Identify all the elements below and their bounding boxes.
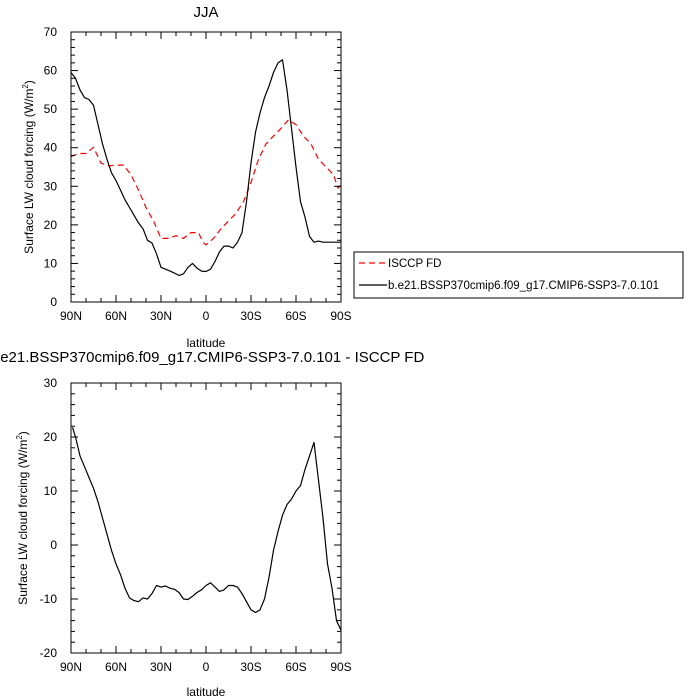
top-y-tick-label-6: 60 — [44, 64, 58, 78]
top-plot-frame — [70, 31, 342, 303]
top-x-tick-label-0: 90N — [60, 309, 82, 323]
bottom-x-tick-label-6: 90S — [330, 660, 351, 674]
top-x-tick-label-3: 0 — [203, 309, 210, 323]
top-series-layer — [70, 59, 342, 276]
bottom-x-tick-label-4: 30S — [240, 660, 261, 674]
top-y-tick-label-3: 30 — [44, 179, 58, 193]
bottom-panel-title: b.e21.BSSP370cmip6.f09_g17.CMIP6-SSP3-7.… — [0, 349, 424, 366]
legend: ISCCP FD b.e21.BSSP370cmip6.f09_g17.CMIP… — [353, 251, 684, 299]
bottom-y-axis-label-close: ) — [16, 431, 30, 435]
bottom-x-tick-label-2: 30N — [150, 660, 172, 674]
bottom-ticks-layer: 90N 60N 30N 0 30S 60S 90S -20 -10 0 10 20 30 — [40, 376, 352, 674]
top-y-axis-label-main: Surface LW cloud forcing (W/m — [22, 89, 36, 254]
top-y-tick-label-5: 50 — [44, 102, 58, 116]
legend-box — [353, 251, 684, 299]
top-x-tick-label-4: 30S — [240, 309, 261, 323]
top-y-axis-label-sup: 2 — [21, 84, 30, 89]
top-y-axis-label: Surface LW cloud forcing (W/m2) — [21, 80, 36, 254]
bottom-panel: b.e21.BSSP370cmip6.f09_g17.CMIP6-SSP3-7.… — [0, 349, 424, 699]
top-x-tick-label-5: 60S — [285, 309, 306, 323]
top-x-tick-label-2: 30N — [150, 309, 172, 323]
legend-label-model: b.e21.BSSP370cmip6.f09_g17.CMIP6-SSP3-7.… — [388, 280, 659, 292]
top-y-tick-label-2: 20 — [44, 218, 58, 232]
top-y-tick-label-7: 70 — [44, 25, 58, 39]
bottom-x-tick-label-1: 60N — [105, 660, 127, 674]
bottom-plot-frame — [70, 382, 342, 654]
top-y-tick-label-1: 10 — [44, 256, 58, 270]
top-panel-title: JJA — [193, 4, 218, 21]
legend-label-isccp: ISCCP FD — [388, 258, 441, 270]
top-x-tick-label-6: 90S — [330, 309, 351, 323]
bottom-series-layer — [71, 427, 342, 631]
bottom-y-axis-label-sup: 2 — [15, 435, 24, 440]
top-y-tick-label-0: 0 — [50, 295, 57, 309]
top-y-axis-label-close: ) — [22, 80, 36, 84]
bottom-y-axis-label: Surface LW cloud forcing (W/m2) — [15, 431, 30, 605]
bottom-y-tick-label-2: 0 — [50, 538, 57, 552]
bottom-x-tick-label-5: 60S — [285, 660, 306, 674]
bottom-y-tick-label-0: -20 — [40, 646, 58, 660]
top-y-tick-label-4: 40 — [44, 141, 58, 155]
bottom-series-line-0 — [71, 427, 342, 631]
bottom-y-tick-label-3: 10 — [44, 484, 58, 498]
top-series-line-1 — [70, 59, 341, 276]
top-series-line-0 — [70, 119, 342, 246]
top-x-axis-label: latitude — [187, 336, 226, 350]
bottom-x-tick-label-0: 90N — [60, 660, 82, 674]
bottom-y-axis-label-main: Surface LW cloud forcing (W/m — [16, 440, 30, 605]
bottom-x-axis-label: latitude — [187, 685, 226, 699]
bottom-y-tick-label-1: -10 — [40, 592, 58, 606]
bottom-y-tick-label-4: 20 — [44, 430, 58, 444]
top-x-tick-label-1: 60N — [105, 309, 127, 323]
top-ticks-layer: 90N 60N 30N 0 30S 60S 90S 0 10 20 30 40 50 60 70 — [44, 25, 352, 323]
top-panel: JJA 90N 60N 30N 0 30S 60S 90S 0 10 20 30 40 50 60 70 l… — [21, 4, 352, 350]
bottom-x-tick-label-3: 0 — [203, 660, 210, 674]
bottom-y-tick-label-5: 30 — [44, 376, 58, 390]
